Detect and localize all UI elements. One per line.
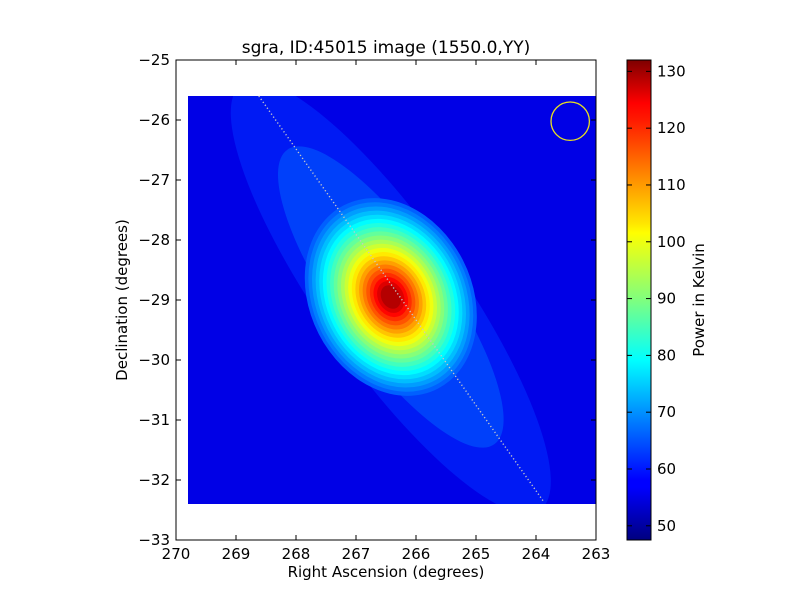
heatmap-image (188, 96, 596, 504)
colorbar-ticks: 50 60 70 80 90 100 110 120 130 (627, 62, 686, 535)
colorbar-tick-label: 110 (657, 176, 686, 194)
colorbar-tick-label: 100 (657, 233, 686, 251)
colorbar-tick-label: 80 (657, 346, 676, 364)
colorbar-tick-label: 130 (657, 62, 686, 80)
x-axis-label: Right Ascension (degrees) (288, 563, 485, 581)
beam-marker-circle (550, 101, 591, 142)
x-tick-label: 263 (582, 545, 611, 563)
heatmap-source (230, 96, 551, 504)
x-tick-label: 267 (342, 545, 371, 563)
x-tick-label: 266 (402, 545, 431, 563)
colorbar-gradient (626, 59, 652, 541)
colorbar-label: Power in Kelvin (690, 243, 708, 357)
y-tick-label: −26 (138, 111, 170, 129)
x-tick-label: 268 (282, 545, 311, 563)
y-tick-label: −29 (138, 291, 170, 309)
y-axis-ticks: −33 −32 −31 −30 −29 −28 −27 −26 −25 (138, 51, 596, 549)
y-tick-label: −28 (138, 231, 170, 249)
y-tick-label: −30 (138, 351, 170, 369)
y-tick-label: −31 (138, 411, 170, 429)
x-tick-label: 269 (222, 545, 251, 563)
x-tick-label: 265 (462, 545, 491, 563)
y-axis-label: Declination (degrees) (113, 219, 131, 381)
colorbar-tick-label: 70 (657, 403, 676, 421)
colorbar-tick-label: 120 (657, 119, 686, 137)
y-tick-label: −27 (138, 171, 170, 189)
y-tick-label: −32 (138, 471, 170, 489)
colorbar-tick-label: 60 (657, 460, 676, 478)
colorbar: 50 60 70 80 90 100 110 120 130 Power in Kelvin (626, 59, 708, 541)
y-tick-label: −25 (138, 51, 170, 69)
y-tick-label: −33 (138, 531, 170, 549)
colorbar-tick-label: 90 (657, 290, 676, 308)
chart-title: sgra, ID:45015 image (1550.0,YY) (242, 38, 530, 58)
x-tick-label: 264 (522, 545, 551, 563)
x-tick-label: 270 (162, 545, 191, 563)
colorbar-tick-label: 50 (657, 517, 676, 535)
x-axis-ticks: 270 269 268 267 266 265 264 263 (162, 60, 611, 563)
